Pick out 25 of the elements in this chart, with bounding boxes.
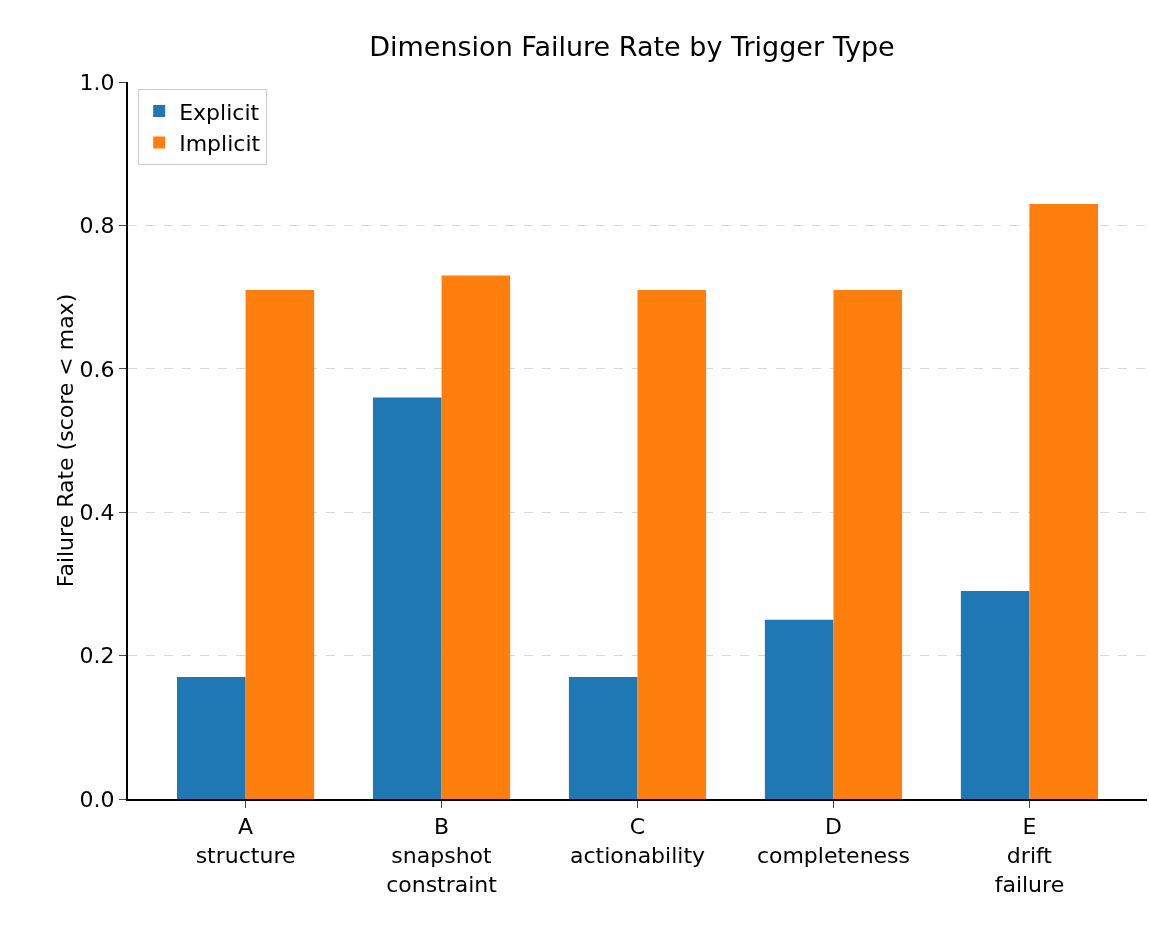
x-tick-label: D completeness	[756, 814, 911, 868]
bar	[833, 289, 903, 799]
bar	[568, 677, 638, 799]
bar	[1029, 203, 1099, 799]
y-tick-label: 0.2	[79, 643, 115, 669]
bar	[637, 289, 707, 799]
y-tick-label: 1.0	[79, 69, 115, 95]
bar	[960, 591, 1030, 799]
legend-label: Explicit	[179, 99, 260, 125]
chart-title: Dimension Failure Rate by Trigger Type	[369, 30, 895, 62]
bar	[176, 677, 246, 799]
x-tick-label: A structure	[195, 814, 296, 868]
y-tick-label: 0.4	[79, 499, 115, 525]
x-tick-label: C actionability	[569, 814, 706, 868]
y-tick-label: 0.6	[79, 356, 115, 382]
bar	[372, 397, 442, 799]
y-axis-title: Failure Rate (score < max)	[52, 293, 78, 588]
bar	[441, 275, 511, 799]
x-tick-label: E drift failure	[994, 814, 1065, 897]
bar	[764, 619, 834, 799]
legend-label: Implicit	[179, 131, 261, 157]
bar	[245, 289, 315, 799]
y-tick-label: 0.8	[79, 213, 115, 239]
y-tick-label: 0.0	[79, 786, 115, 812]
x-tick-label: B snapshot constraint	[386, 814, 498, 897]
